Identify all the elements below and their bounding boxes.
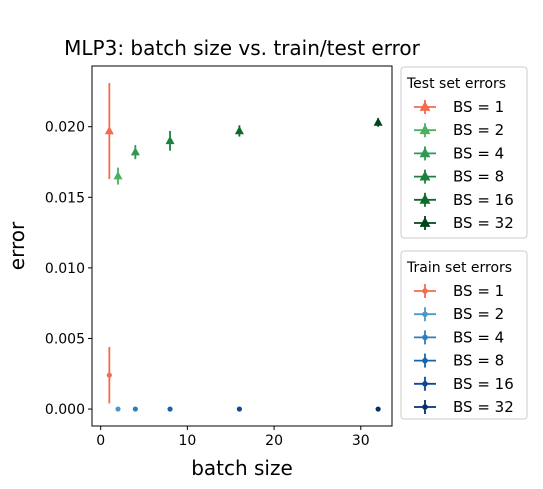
test-point bbox=[373, 117, 383, 126]
y-tick-label: 0.020 bbox=[45, 120, 85, 136]
legend-swatch-marker bbox=[422, 311, 428, 318]
x-tick-label: 30 bbox=[352, 433, 370, 449]
test-point bbox=[130, 147, 140, 156]
legend-entry-label: BS = 1 bbox=[453, 282, 504, 300]
test-point bbox=[234, 125, 244, 135]
legend-entry-label: BS = 32 bbox=[453, 398, 514, 416]
legend-swatch-marker bbox=[419, 147, 431, 158]
x-tick-label: 0 bbox=[96, 433, 105, 449]
y-axis-label: error bbox=[5, 221, 29, 270]
data-marks bbox=[104, 82, 383, 412]
y-tick-label: 0.015 bbox=[45, 190, 85, 206]
plot-frame bbox=[91, 65, 393, 427]
x-tick-label: 10 bbox=[178, 433, 196, 449]
test-point bbox=[104, 125, 114, 135]
x-axis-label: batch size bbox=[191, 456, 293, 480]
legend-swatch-marker bbox=[422, 404, 428, 410]
y-tick-label: 0.005 bbox=[45, 331, 85, 347]
legends: Test set errors BS = 1 BS = 2 BS = 4 BS = 8 B… bbox=[400, 66, 528, 420]
legend-entry-label: BS = 4 bbox=[453, 144, 504, 162]
chart-title: MLP3: batch size vs. train/test error bbox=[64, 36, 420, 60]
train-point bbox=[236, 406, 242, 412]
legend-entry-label: BS = 8 bbox=[453, 352, 504, 370]
train-point bbox=[375, 406, 381, 412]
legend-title: Train set errors bbox=[406, 260, 512, 276]
legend-frame bbox=[400, 66, 528, 239]
legend-swatch-marker bbox=[422, 288, 428, 294]
y-axis: 0.000 0.005 0.010 0.015 0.020 bbox=[45, 120, 92, 418]
legend-test: Test set errors BS = 1 BS = 2 BS = 4 BS = 8 B… bbox=[400, 66, 528, 239]
test-point bbox=[113, 171, 123, 180]
legend-entry-label: BS = 16 bbox=[453, 191, 514, 209]
legend-swatch-marker bbox=[419, 217, 431, 227]
legend-frame bbox=[400, 250, 528, 420]
legend-entry-label: BS = 16 bbox=[453, 375, 514, 393]
x-axis: 0 10 20 30 bbox=[96, 426, 370, 449]
x-tick-label: 20 bbox=[265, 433, 283, 449]
train-point bbox=[132, 406, 138, 412]
y-tick-label: 0.000 bbox=[45, 402, 85, 418]
legend-swatch-marker bbox=[419, 170, 431, 181]
legend-swatch-marker bbox=[422, 357, 428, 364]
legend-train: Train set errors BS = 1 BS = 2 BS = 4 BS = 8… bbox=[400, 250, 528, 420]
legend-entry-label: BS = 2 bbox=[453, 121, 504, 139]
y-tick-label: 0.010 bbox=[45, 261, 85, 277]
legend-swatch-marker bbox=[422, 334, 428, 341]
legend-swatch-marker bbox=[422, 381, 428, 387]
legend-entry-label: BS = 1 bbox=[453, 98, 504, 116]
legend-entry-label: BS = 32 bbox=[453, 214, 514, 232]
train-point bbox=[106, 372, 112, 378]
legend-swatch-marker bbox=[419, 101, 431, 111]
plot-area: 0 10 20 30 0.000 0.005 0.010 0.015 0.020 bbox=[45, 65, 393, 449]
legend-entry-label: BS = 2 bbox=[453, 305, 504, 323]
legend-title: Test set errors bbox=[406, 76, 506, 92]
legend-entry-label: BS = 4 bbox=[453, 328, 504, 346]
train-point bbox=[167, 406, 173, 412]
legend-swatch-marker bbox=[419, 124, 431, 135]
test-point bbox=[165, 135, 175, 145]
legend-entry-label: BS = 8 bbox=[453, 168, 504, 186]
train-point bbox=[115, 406, 121, 412]
legend-swatch-marker bbox=[419, 193, 431, 204]
